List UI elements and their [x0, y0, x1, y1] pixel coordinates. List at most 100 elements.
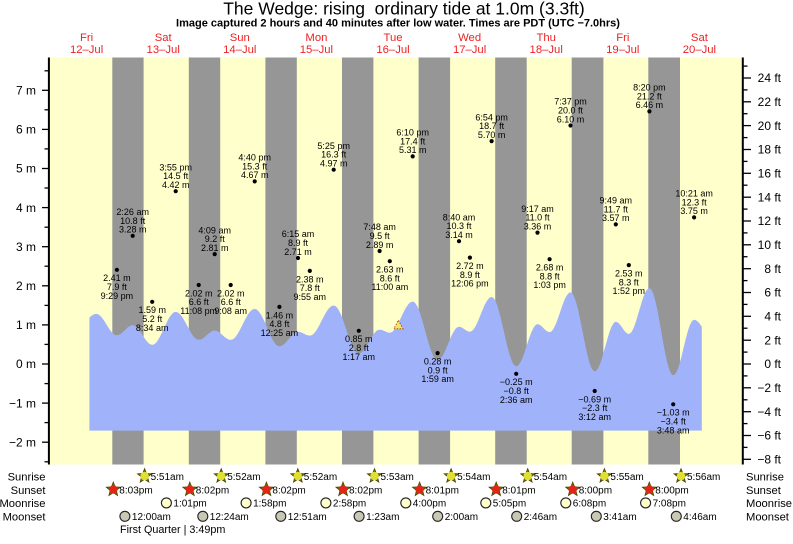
svg-text:16–Jul: 16–Jul — [376, 44, 409, 56]
svg-text:12:24am: 12:24am — [210, 512, 249, 523]
svg-text:2.81 m: 2.81 m — [201, 243, 229, 253]
svg-text:6:08pm: 6:08pm — [573, 499, 606, 510]
svg-text:10:21 am: 10:21 am — [675, 189, 713, 199]
svg-text:Thu: Thu — [536, 32, 555, 44]
svg-text:Fri: Fri — [80, 32, 93, 44]
svg-text:5.70 m: 5.70 m — [478, 130, 506, 140]
svg-text:6:10 pm: 6:10 pm — [396, 128, 429, 138]
svg-text:8.9 ft: 8.9 ft — [460, 270, 481, 280]
svg-text:17.4 ft: 17.4 ft — [400, 136, 426, 146]
svg-text:5.2 ft: 5.2 ft — [142, 314, 163, 324]
svg-text:6.10 m: 6.10 m — [557, 114, 585, 124]
svg-text:1:52 pm: 1:52 pm — [613, 286, 646, 296]
svg-text:Sunset: Sunset — [11, 485, 47, 497]
svg-text:−3.4 ft: −3.4 ft — [661, 417, 687, 427]
svg-text:5:55am: 5:55am — [610, 472, 643, 483]
svg-text:2 m: 2 m — [16, 279, 36, 293]
svg-text:The Wedge: rising ordinary ti: The Wedge: rising ordinary tide at 1.0m … — [223, 0, 585, 19]
svg-text:8.8 ft: 8.8 ft — [540, 271, 561, 281]
svg-text:3.75 m: 3.75 m — [680, 206, 708, 216]
svg-text:3:55 pm: 3:55 pm — [159, 162, 192, 172]
svg-text:8.6 ft: 8.6 ft — [380, 273, 401, 283]
svg-text:8:01pm: 8:01pm — [502, 485, 535, 496]
svg-text:2:58pm: 2:58pm — [333, 499, 366, 510]
svg-text:4:00pm: 4:00pm — [413, 499, 446, 510]
svg-text:3.57 m: 3.57 m — [602, 213, 630, 223]
svg-text:2.89 m: 2.89 m — [366, 240, 394, 250]
svg-text:0.85 m: 0.85 m — [345, 334, 373, 344]
svg-text:10 ft: 10 ft — [758, 238, 782, 252]
svg-text:4.42 m: 4.42 m — [162, 180, 190, 190]
svg-text:6.46 m: 6.46 m — [636, 100, 664, 110]
svg-text:8:40 am: 8:40 am — [443, 212, 476, 222]
svg-text:16 ft: 16 ft — [758, 167, 782, 181]
svg-text:5:25 pm: 5:25 pm — [317, 141, 350, 151]
svg-text:3:41am: 3:41am — [603, 512, 636, 523]
svg-text:−1 m: −1 m — [9, 396, 36, 410]
svg-text:14–Jul: 14–Jul — [223, 44, 256, 56]
svg-text:8.3 ft: 8.3 ft — [619, 277, 640, 287]
svg-text:1:58pm: 1:58pm — [253, 499, 286, 510]
svg-text:−8 ft: −8 ft — [757, 453, 781, 467]
svg-text:15–Jul: 15–Jul — [300, 44, 333, 56]
svg-text:Moonrise: Moonrise — [0, 498, 46, 510]
svg-text:2.53 m: 2.53 m — [615, 269, 643, 279]
svg-text:2.02 m: 2.02 m — [185, 288, 213, 298]
svg-text:5:53am: 5:53am — [381, 472, 414, 483]
svg-text:8:00pm: 8:00pm — [655, 485, 688, 496]
svg-text:19–Jul: 19–Jul — [606, 44, 639, 56]
svg-text:10.8 ft: 10.8 ft — [120, 216, 146, 226]
svg-text:Sunrise: Sunrise — [746, 471, 784, 483]
svg-text:4:40 pm: 4:40 pm — [238, 153, 271, 163]
svg-text:−0.25 m: −0.25 m — [500, 377, 533, 387]
svg-text:14.5 ft: 14.5 ft — [163, 171, 189, 181]
svg-text:2.8 ft: 2.8 ft — [349, 343, 370, 353]
svg-text:6 ft: 6 ft — [764, 286, 781, 300]
svg-text:1:17 am: 1:17 am — [343, 352, 376, 362]
svg-text:12–Jul: 12–Jul — [70, 44, 103, 56]
svg-text:8.9 ft: 8.9 ft — [288, 238, 309, 248]
svg-text:−2 m: −2 m — [9, 435, 36, 449]
svg-text:2:46am: 2:46am — [524, 512, 557, 523]
svg-text:2.68 m: 2.68 m — [536, 263, 564, 273]
svg-text:8:34 am: 8:34 am — [136, 323, 169, 333]
svg-text:Mon: Mon — [305, 32, 327, 44]
svg-text:2.41 m: 2.41 m — [103, 273, 131, 283]
svg-text:Sun: Sun — [230, 32, 250, 44]
svg-text:4.8 ft: 4.8 ft — [269, 319, 290, 329]
svg-text:7:37 pm: 7:37 pm — [554, 97, 587, 107]
svg-text:−4 ft: −4 ft — [757, 405, 781, 419]
svg-text:5 m: 5 m — [16, 162, 36, 176]
svg-text:3 m: 3 m — [16, 240, 36, 254]
svg-text:5:54am: 5:54am — [457, 472, 490, 483]
svg-text:Moonset: Moonset — [3, 512, 47, 524]
svg-text:2:26 am: 2:26 am — [116, 207, 149, 217]
svg-text:8:02pm: 8:02pm — [349, 485, 382, 496]
svg-text:6:15 am: 6:15 am — [282, 229, 315, 239]
svg-text:3.36 m: 3.36 m — [524, 221, 552, 231]
svg-text:5.31 m: 5.31 m — [399, 145, 427, 155]
svg-text:Sat: Sat — [691, 32, 709, 44]
svg-text:11.0 ft: 11.0 ft — [525, 213, 550, 223]
svg-text:−6 ft: −6 ft — [757, 429, 781, 443]
svg-text:8 ft: 8 ft — [764, 262, 781, 276]
svg-text:6.6 ft: 6.6 ft — [221, 297, 242, 307]
svg-text:20–Jul: 20–Jul — [683, 44, 716, 56]
svg-text:11.7 ft: 11.7 ft — [604, 204, 629, 214]
svg-text:8:03pm: 8:03pm — [119, 485, 152, 496]
svg-text:2.71 m: 2.71 m — [284, 247, 312, 257]
svg-text:4.97 m: 4.97 m — [320, 159, 348, 169]
svg-text:−0.8 ft: −0.8 ft — [504, 386, 530, 396]
svg-text:5:51am: 5:51am — [151, 472, 184, 483]
svg-text:Sunrise: Sunrise — [8, 471, 46, 483]
svg-text:12 ft: 12 ft — [758, 214, 782, 228]
svg-text:5:52am: 5:52am — [304, 472, 337, 483]
svg-text:7.8 ft: 7.8 ft — [300, 283, 321, 293]
svg-text:8:00pm: 8:00pm — [579, 485, 612, 496]
svg-text:8:02pm: 8:02pm — [196, 485, 229, 496]
svg-text:2.72 m: 2.72 m — [456, 261, 484, 271]
svg-text:6.6 ft: 6.6 ft — [189, 297, 210, 307]
svg-text:5:56am: 5:56am — [687, 472, 720, 483]
svg-text:24 ft: 24 ft — [758, 71, 782, 85]
svg-text:7:48 am: 7:48 am — [363, 222, 396, 232]
